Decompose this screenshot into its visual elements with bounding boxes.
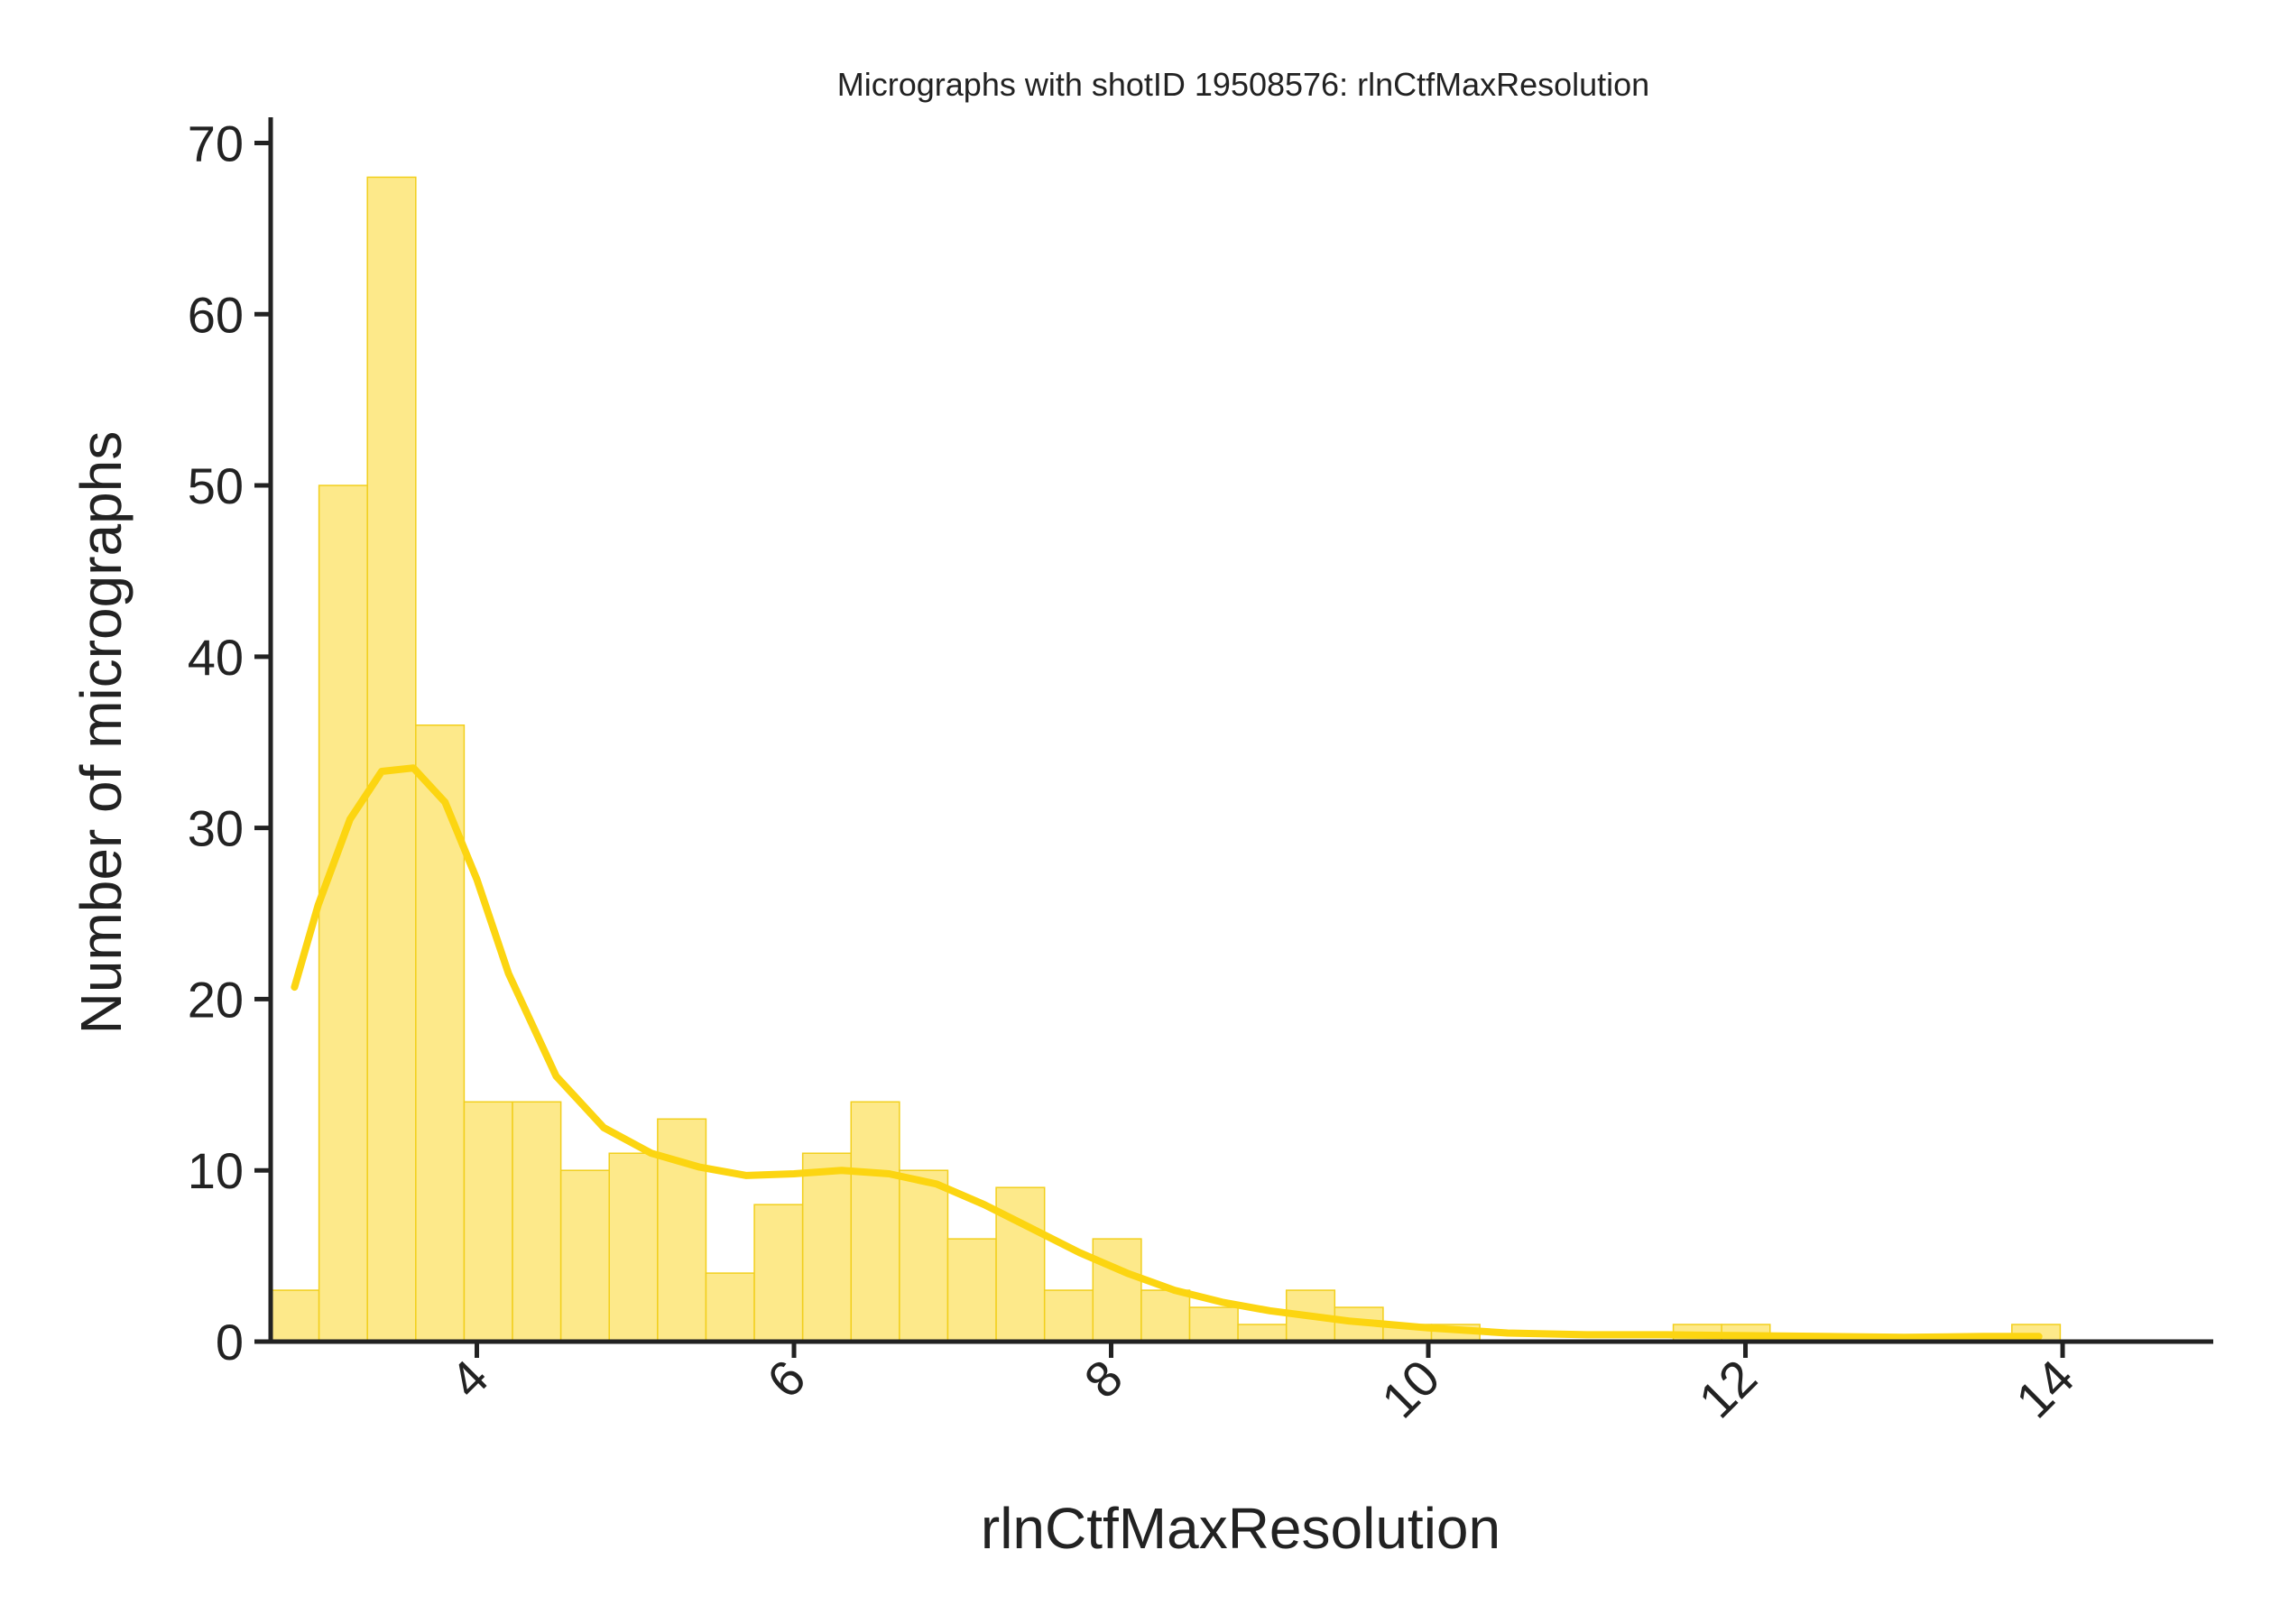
x-tick-label: 6	[756, 1349, 817, 1409]
histogram-bar	[801, 1152, 853, 1343]
x-tick-label: 14	[2005, 1349, 2085, 1429]
histogram-bar	[1043, 1289, 1094, 1343]
x-tick-label: 8	[1073, 1349, 1133, 1409]
histogram-bar	[366, 176, 417, 1343]
histogram-bar	[1237, 1324, 1288, 1343]
y-tick-label: 0	[216, 1314, 244, 1370]
y-tick-label: 10	[188, 1142, 244, 1199]
histogram-bar	[559, 1169, 610, 1343]
x-axis-title: rlnCtfMaxResolution	[981, 1496, 1500, 1561]
chart-title: Micrographs with shotID 19508576: rlnCtf…	[837, 66, 1649, 103]
kde-curve	[291, 764, 2043, 1342]
bars-group	[270, 176, 2062, 1343]
histogram-bar	[850, 1101, 900, 1343]
x-tick-label: 12	[1687, 1349, 1768, 1429]
y-tick-label: 30	[188, 800, 244, 857]
histogram-bar	[705, 1272, 755, 1343]
histogram-bar	[318, 484, 368, 1343]
histogram-bar	[899, 1169, 949, 1343]
histogram-bar	[1140, 1289, 1191, 1343]
y-tick-label: 50	[188, 457, 244, 514]
x-tick-label: 4	[439, 1349, 499, 1409]
y-tick-label: 40	[188, 629, 244, 686]
y-tick-label: 20	[188, 971, 244, 1028]
y-tick-label: 70	[188, 115, 244, 171]
histogram-bar	[1188, 1306, 1239, 1343]
histogram-bar	[657, 1118, 707, 1343]
histogram-bar	[608, 1152, 659, 1343]
y-tick-label: 60	[188, 286, 244, 343]
x-ticks-group: 4 6 8 10 12 14	[439, 1342, 2085, 1429]
histogram-bar	[270, 1289, 320, 1343]
histogram-bar	[512, 1101, 562, 1343]
histogram-bar	[1092, 1238, 1142, 1343]
histogram-bar	[946, 1238, 997, 1343]
histogram-bar	[753, 1204, 804, 1343]
x-tick-label: 10	[1371, 1349, 1451, 1429]
y-ticks-group: 0 10 20 30 40 50 60 70	[188, 115, 271, 1370]
histogram-bar	[463, 1101, 513, 1343]
histogram-bar	[415, 724, 466, 1343]
y-axis-title: Number of micrographs	[69, 431, 134, 1035]
